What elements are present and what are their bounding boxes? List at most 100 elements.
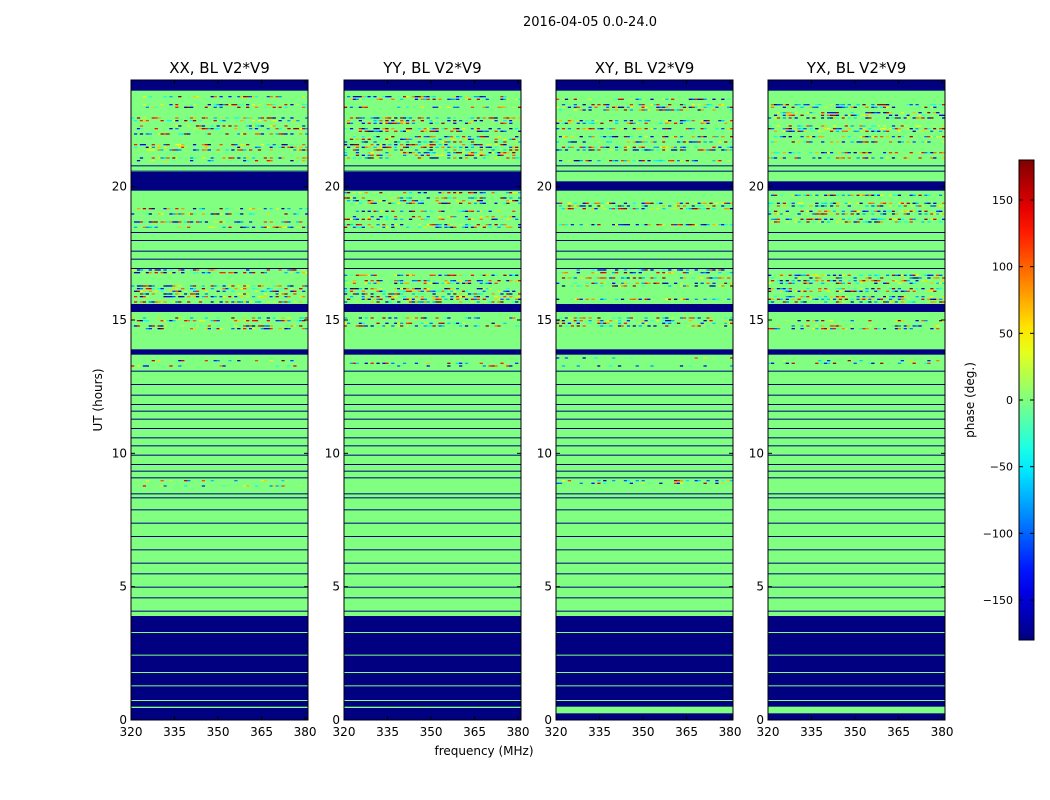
flag-band-3 — [768, 349, 945, 355]
flag-band-5 — [768, 80, 945, 91]
x-tick-label: 320 — [120, 725, 143, 739]
panel-title: XY, BL V2*V9 — [595, 59, 695, 77]
noise-region-2 — [768, 320, 946, 330]
flag-band-0 — [344, 708, 521, 720]
y-tick-label: 20 — [325, 180, 340, 194]
x-tick-label: 320 — [333, 725, 356, 739]
y-tick-label: 10 — [537, 446, 552, 460]
flag-band-1 — [556, 616, 733, 707]
colorbar-tick-label: 100 — [992, 261, 1013, 274]
x-tick-label: 380 — [294, 725, 317, 739]
panel-title: YY, BL V2*V9 — [382, 59, 481, 77]
noise-region-3 — [344, 274, 522, 303]
flag-band-0 — [768, 713, 945, 720]
flag-band-4 — [344, 172, 521, 191]
colorbar: 150 100 50 0 −50 −100 −150 — [983, 159, 1035, 641]
noise-region-4 — [556, 202, 734, 226]
panel-title: YX, BL V2*V9 — [806, 59, 907, 77]
y-tick-label: 20 — [112, 180, 127, 194]
x-tick-label: 320 — [545, 725, 568, 739]
flag-band-2 — [556, 304, 733, 312]
colorbar-tick-label: −150 — [983, 594, 1013, 607]
noise-region-1 — [556, 357, 734, 367]
x-tick-label: 350 — [207, 725, 230, 739]
flag-band-2 — [768, 304, 945, 312]
noise-region-5 — [131, 96, 309, 162]
noise-region-3 — [768, 274, 946, 303]
x-tick-label: 335 — [376, 725, 399, 739]
flag-band-1 — [768, 616, 945, 707]
x-tick-label: 365 — [887, 725, 910, 739]
x-tick-label: 335 — [588, 725, 611, 739]
y-tick-label: 10 — [749, 446, 764, 460]
flag-band-3 — [556, 349, 733, 355]
y-tick-label: 5 — [544, 580, 552, 594]
flag-band-4 — [768, 181, 945, 191]
y-tick-label: 10 — [325, 446, 340, 460]
x-tick-label: 380 — [719, 725, 742, 739]
x-tick-label: 335 — [800, 725, 823, 739]
flag-band-0 — [131, 708, 308, 720]
colorbar-tick-label: 0 — [1006, 394, 1013, 407]
y-tick-label: 0 — [756, 713, 764, 727]
noise-region-0 — [556, 480, 734, 484]
y-tick-label: 5 — [332, 580, 340, 594]
noise-region-3 — [131, 269, 309, 303]
noise-region-1 — [349, 362, 519, 367]
noise-region-4 — [768, 194, 946, 223]
flag-band-1 — [344, 616, 521, 707]
flag-band-5 — [344, 80, 521, 91]
flag-band-4 — [556, 181, 733, 191]
colorbar-tick-label: −100 — [983, 527, 1013, 540]
flag-band-5 — [131, 80, 308, 91]
x-tick-label: 320 — [757, 725, 780, 739]
panel-0: XX, BL V2*V9 320 335 350 365 380 0 5 10 15 20 — [112, 59, 317, 739]
noise-region-4 — [344, 192, 522, 228]
colorbar-tick-label: 150 — [992, 194, 1013, 207]
y-tick-label: 15 — [749, 313, 764, 327]
flag-band-4 — [131, 172, 308, 191]
noise-region-0 — [136, 480, 303, 487]
y-axis-label: UT (hours) — [91, 368, 105, 431]
noise-region-1 — [131, 360, 297, 367]
panel-frame — [130, 79, 309, 721]
noise-region-3 — [556, 269, 734, 300]
x-tick-label: 365 — [675, 725, 698, 739]
colorbar-tick-label: 50 — [999, 327, 1013, 340]
noise-region-2 — [344, 317, 522, 327]
y-tick-label: 20 — [749, 180, 764, 194]
flag-lines — [556, 165, 733, 707]
y-tick-label: 15 — [325, 313, 340, 327]
x-tick-label: 350 — [632, 725, 655, 739]
panel-2: XY, BL V2*V9 320 335 350 365 380 0 5 10 15 20 — [537, 59, 742, 739]
noise-region-2 — [131, 317, 309, 330]
y-tick-label: 5 — [756, 580, 764, 594]
flag-band-2 — [344, 304, 521, 312]
noise-region-1 — [768, 360, 940, 364]
y-tick-label: 0 — [119, 713, 127, 727]
flag-band-5 — [556, 80, 733, 91]
flag-band-3 — [131, 349, 308, 355]
noise-region-5 — [344, 96, 522, 159]
x-tick-label: 365 — [463, 725, 486, 739]
noise-region-5 — [768, 104, 946, 159]
noise-region-5 — [556, 98, 734, 162]
panel-frame — [767, 79, 946, 721]
y-tick-label: 0 — [544, 713, 552, 727]
panel-frame — [343, 79, 522, 721]
colorbar-label: phase (deg.) — [963, 362, 977, 438]
x-tick-label: 350 — [420, 725, 443, 739]
flag-band-3 — [344, 349, 521, 355]
noise-region-2 — [556, 317, 734, 327]
flag-band-0 — [556, 713, 733, 720]
y-tick-label: 10 — [112, 446, 127, 460]
figure-suptitle: 2016-04-05 0.0-24.0 — [523, 15, 657, 30]
noise-region-4 — [131, 208, 309, 228]
y-tick-label: 15 — [537, 313, 552, 327]
x-tick-label: 380 — [931, 725, 954, 739]
y-tick-label: 0 — [332, 713, 340, 727]
colorbar-tick-label: −50 — [990, 461, 1013, 474]
x-tick-label: 335 — [163, 725, 186, 739]
panel-1: YY, BL V2*V9 320 335 350 365 380 0 5 10 15 20 — [325, 59, 530, 739]
y-tick-label: 20 — [537, 180, 552, 194]
